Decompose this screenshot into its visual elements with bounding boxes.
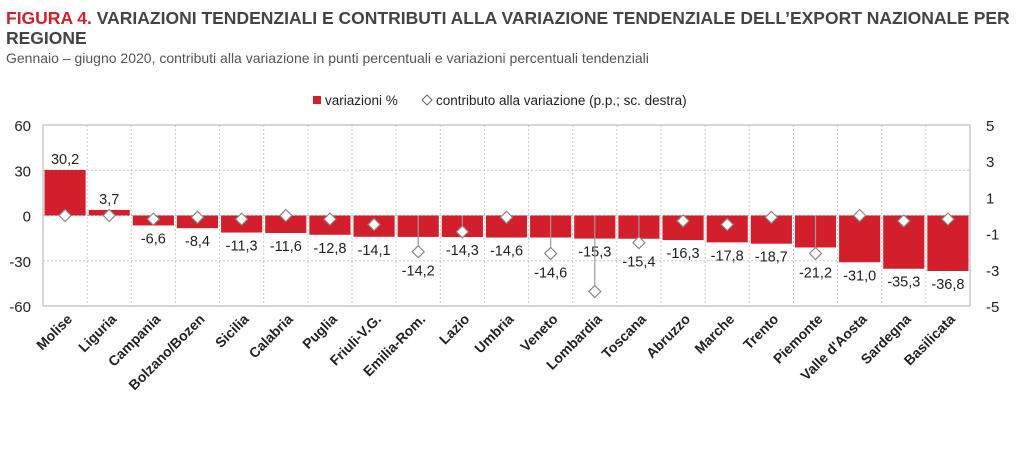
data-label: 3,7	[99, 192, 119, 208]
data-label: -36,8	[931, 277, 964, 293]
bar-calabria	[265, 215, 307, 233]
x-tick-label: Calabria	[246, 311, 297, 362]
x-tick-label: Trento	[740, 311, 782, 353]
x-tick-label: Abruzzo	[643, 311, 693, 361]
x-tick-label: Liguria	[75, 311, 119, 355]
contribution-diamond	[411, 244, 426, 259]
data-label: -16,3	[667, 246, 700, 262]
contribution-diamond	[543, 246, 558, 261]
contribution-diamond	[896, 214, 911, 228]
y2-tick-label: -5	[986, 299, 999, 316]
legend-diamond-icon	[421, 94, 433, 106]
y-tick-label: 30	[14, 163, 31, 180]
contribution-diamond	[146, 212, 161, 226]
y2-tick-label: -1	[986, 227, 999, 244]
x-tick-label: Puglia	[299, 311, 340, 352]
contribution-diamond	[808, 246, 823, 261]
chart-subtitle: Gennaio – giugno 2020, contributi alla v…	[6, 50, 649, 66]
bar-molise	[44, 169, 86, 216]
y2-tick-label: 3	[986, 154, 994, 171]
x-tick-label: Lazio	[436, 311, 473, 348]
data-label: -11,6	[270, 239, 302, 255]
x-tick-label: Toscana	[598, 311, 649, 362]
data-label: -14,1	[358, 243, 391, 259]
data-label: -14,6	[490, 244, 523, 260]
x-tick-label: Veneto	[517, 311, 561, 355]
contribution-diamond	[455, 224, 470, 239]
y-tick-label: -30	[9, 254, 31, 271]
x-tick-label: Bolzano/Bozen	[125, 311, 207, 393]
contribution-diamond	[632, 235, 646, 250]
contribution-diamond	[323, 212, 337, 226]
contribution-diamond	[234, 212, 249, 226]
contribution-diamond	[587, 284, 602, 299]
y2-tick-label: 1	[986, 190, 994, 207]
contribution-diamond	[852, 208, 867, 223]
legend-swatch-bar	[313, 96, 321, 104]
bar-umbria	[485, 215, 528, 238]
y2-tick-label: 5	[986, 118, 994, 135]
data-label: -11,3	[226, 239, 258, 255]
legend-label-variazioni: variazioni %	[325, 93, 398, 108]
data-label: -31,0	[843, 268, 876, 284]
chart-title: FIGURA 4. VARIAZIONI TENDENZIALI E CONTR…	[6, 8, 1016, 48]
data-label: -14,3	[446, 243, 479, 259]
title-text: VARIAZIONI TENDENZIALI E CONTRIBUTI ALLA…	[6, 8, 1010, 48]
contribution-diamond	[102, 208, 117, 223]
data-label: -15,4	[622, 255, 655, 271]
data-label: -17,8	[711, 248, 744, 264]
contribution-diamond	[190, 210, 205, 225]
legend-label-contributo: contributo alla variazione (p.p.; sc. de…	[436, 93, 687, 108]
data-label: -21,2	[799, 266, 832, 282]
x-tick-label: Sicilia	[212, 311, 252, 351]
data-label: -18,7	[755, 250, 788, 266]
y-tick-label: 0	[23, 209, 31, 226]
contribution-diamond	[764, 210, 779, 225]
data-label: -14,6	[534, 266, 567, 282]
y-tick-label: -60	[9, 299, 31, 316]
x-tick-label: Molise	[33, 311, 75, 353]
x-tick-label: Umbria	[471, 311, 517, 357]
contribution-diamond	[278, 208, 293, 223]
contribution-diamond	[58, 208, 72, 223]
data-label: -8,4	[185, 234, 210, 250]
data-label: -12,8	[313, 241, 346, 257]
data-label: -35,3	[887, 275, 920, 291]
contribution-diamond	[941, 212, 955, 226]
contribution-diamond	[720, 217, 735, 232]
contribution-diamond	[367, 217, 381, 232]
figure-number: FIGURA 4.	[6, 8, 92, 28]
y-tick-label: 60	[14, 118, 31, 135]
contribution-diamond	[499, 210, 514, 225]
contribution-diamond	[676, 214, 690, 228]
data-label: 30,2	[51, 152, 79, 168]
data-label: -6,6	[141, 231, 166, 247]
bar-valle-d-aosta	[839, 215, 881, 263]
data-label: -14,2	[402, 264, 435, 280]
y2-tick-label: -3	[986, 263, 999, 280]
x-tick-label: Marche	[691, 311, 737, 357]
